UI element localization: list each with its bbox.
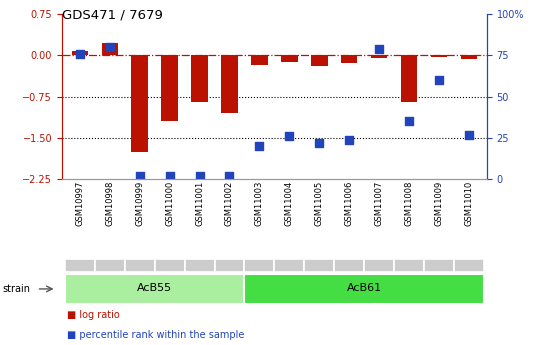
Text: GSM11006: GSM11006 bbox=[345, 181, 353, 226]
Bar bbox=[72, 51, 88, 55]
Text: GSM11003: GSM11003 bbox=[255, 181, 264, 226]
Text: ■ log ratio: ■ log ratio bbox=[67, 310, 120, 321]
Text: GDS471 / 7679: GDS471 / 7679 bbox=[62, 9, 162, 22]
Text: ■ percentile rank within the sample: ■ percentile rank within the sample bbox=[67, 330, 245, 340]
Text: GSM11002: GSM11002 bbox=[225, 181, 234, 226]
Bar bbox=[431, 55, 447, 57]
Point bbox=[465, 132, 473, 137]
Bar bbox=[274, 259, 305, 272]
Point bbox=[255, 144, 264, 149]
Point bbox=[136, 173, 144, 179]
Text: GSM11000: GSM11000 bbox=[165, 181, 174, 226]
Text: strain: strain bbox=[3, 284, 31, 294]
Bar bbox=[424, 259, 454, 272]
Text: GSM10999: GSM10999 bbox=[135, 181, 144, 226]
Bar bbox=[131, 55, 148, 152]
Text: GSM11004: GSM11004 bbox=[285, 181, 294, 226]
Bar bbox=[341, 55, 357, 63]
Point bbox=[435, 77, 443, 83]
Point bbox=[375, 46, 384, 51]
Text: GSM10998: GSM10998 bbox=[105, 181, 114, 226]
Text: AcB61: AcB61 bbox=[346, 283, 382, 293]
Bar bbox=[371, 55, 387, 58]
Bar bbox=[161, 55, 178, 121]
Bar bbox=[311, 55, 328, 66]
Point bbox=[195, 173, 204, 179]
Bar bbox=[461, 55, 477, 59]
Bar bbox=[95, 259, 125, 272]
Text: GSM10997: GSM10997 bbox=[75, 181, 84, 226]
Point bbox=[105, 44, 114, 50]
Point bbox=[285, 134, 294, 139]
Bar bbox=[215, 259, 244, 272]
Bar bbox=[125, 259, 154, 272]
Text: GSM11007: GSM11007 bbox=[374, 181, 384, 226]
Bar bbox=[251, 55, 267, 65]
Point bbox=[345, 137, 353, 142]
Text: AcB55: AcB55 bbox=[137, 283, 172, 293]
Bar bbox=[281, 55, 298, 62]
Bar bbox=[102, 43, 118, 55]
Bar bbox=[401, 55, 417, 102]
Bar bbox=[185, 259, 215, 272]
Text: GSM11001: GSM11001 bbox=[195, 181, 204, 226]
Bar bbox=[65, 274, 244, 304]
Text: GSM11010: GSM11010 bbox=[464, 181, 473, 226]
Bar bbox=[221, 55, 238, 113]
Text: GSM11005: GSM11005 bbox=[315, 181, 324, 226]
Bar bbox=[65, 259, 95, 272]
Bar bbox=[454, 259, 484, 272]
Bar bbox=[305, 259, 334, 272]
Bar bbox=[154, 259, 185, 272]
Bar bbox=[244, 274, 484, 304]
Text: GSM11008: GSM11008 bbox=[405, 181, 414, 226]
Bar bbox=[244, 259, 274, 272]
Point bbox=[405, 119, 413, 124]
Bar bbox=[334, 259, 364, 272]
Bar bbox=[394, 259, 424, 272]
Bar bbox=[192, 55, 208, 102]
Point bbox=[315, 140, 323, 146]
Point bbox=[225, 173, 234, 179]
Point bbox=[75, 51, 84, 56]
Bar bbox=[364, 259, 394, 272]
Text: GSM11009: GSM11009 bbox=[435, 181, 443, 226]
Point bbox=[165, 173, 174, 179]
